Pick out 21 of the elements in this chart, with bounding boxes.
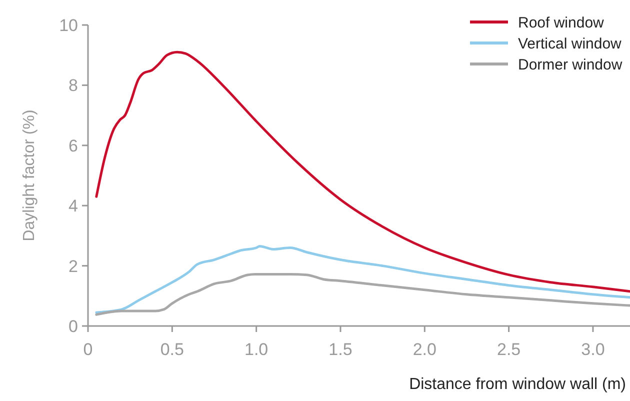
legend-label: Vertical window xyxy=(518,35,622,52)
y-tick-label: 8 xyxy=(68,76,78,96)
line-series xyxy=(95,50,630,293)
legend-label: Roof window xyxy=(518,14,604,32)
y-tick-label: 6 xyxy=(68,136,78,156)
x-tick-label: 1.5 xyxy=(328,340,352,359)
legend-label: Dormer window xyxy=(518,56,622,74)
x-axis-title: Distance from window wall (m) xyxy=(409,376,626,393)
y-tick-label: 2 xyxy=(68,256,78,276)
x-tick-label: 1.0 xyxy=(244,340,268,359)
y-tick-label: 10 xyxy=(59,16,78,35)
line-series xyxy=(95,272,630,316)
y-tick-label: 4 xyxy=(68,196,78,216)
x-tick-label: 2.0 xyxy=(412,340,436,359)
y-axis-title: Daylight factor (%) xyxy=(21,110,38,242)
y-tick-label: 0 xyxy=(68,316,78,336)
x-tick-label: 0.5 xyxy=(160,340,184,359)
x-tick-label: 3.0 xyxy=(581,340,605,359)
line-series xyxy=(95,244,630,314)
x-tick-label: 0 xyxy=(83,340,93,359)
x-tick-label: 2.5 xyxy=(496,340,521,359)
